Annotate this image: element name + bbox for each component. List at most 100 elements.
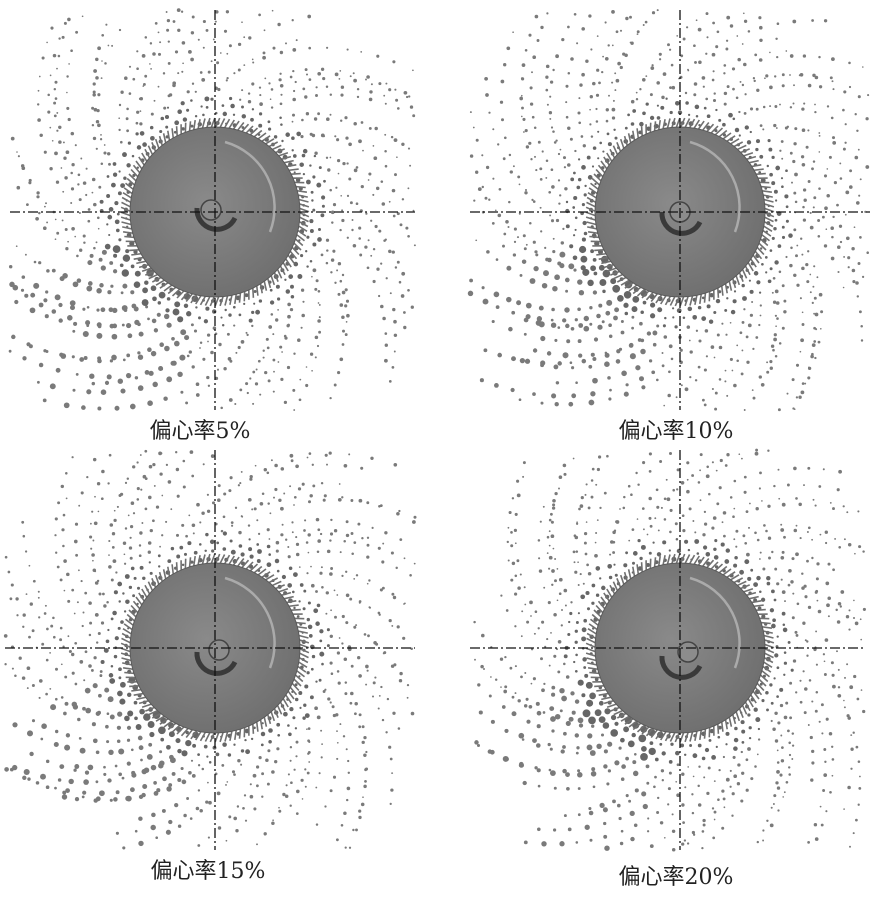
droplet (539, 306, 544, 311)
droplet (607, 376, 611, 380)
droplet (304, 768, 306, 770)
droplet (672, 830, 675, 833)
droplet (295, 698, 299, 702)
droplet (596, 69, 599, 72)
droplet (819, 135, 821, 137)
droplet (741, 349, 743, 351)
droplet (549, 665, 551, 667)
droplet (136, 461, 138, 463)
droplet (395, 266, 397, 268)
droplet (65, 247, 68, 250)
droplet (628, 741, 635, 748)
droplet (295, 81, 297, 83)
droplet (70, 172, 73, 175)
droplet (818, 56, 820, 58)
droplet (316, 518, 320, 522)
droplet (481, 634, 485, 638)
droplet (360, 51, 362, 53)
droplet (330, 635, 333, 638)
droplet (73, 322, 77, 326)
droplet (192, 16, 195, 19)
droplet (71, 187, 74, 190)
droplet (94, 521, 98, 525)
droplet (848, 629, 850, 631)
droplet (306, 728, 308, 730)
droplet (597, 131, 599, 133)
droplet (347, 237, 349, 239)
droplet (65, 702, 69, 706)
droplet (807, 841, 810, 844)
droplet (295, 755, 297, 757)
droplet (513, 253, 516, 256)
droplet (123, 177, 126, 180)
droplet (114, 201, 118, 205)
droplet (159, 750, 162, 753)
droplet (857, 510, 859, 512)
droplet (227, 333, 230, 336)
droplet (117, 582, 122, 587)
droplet (798, 396, 801, 399)
droplet (783, 310, 786, 313)
droplet (498, 214, 502, 218)
droplet (844, 706, 846, 708)
droplet (779, 150, 781, 152)
droplet (592, 584, 596, 588)
droplet (172, 772, 176, 776)
droplet (557, 568, 559, 570)
droplet (517, 494, 521, 498)
droplet (474, 740, 478, 744)
droplet (241, 340, 245, 344)
droplet (857, 295, 859, 297)
droplet (297, 615, 300, 618)
droplet (846, 663, 848, 665)
droplet (535, 169, 537, 171)
droplet (67, 600, 70, 603)
droplet (50, 625, 53, 628)
droplet (289, 707, 293, 711)
droplet (782, 590, 786, 594)
droplet (305, 713, 310, 718)
droplet (237, 805, 239, 807)
droplet (191, 323, 194, 326)
droplet (292, 149, 294, 151)
droplet (231, 521, 234, 524)
droplet (713, 70, 715, 72)
droplet (553, 548, 555, 550)
droplet (270, 98, 272, 100)
droplet (71, 227, 75, 231)
droplet (108, 750, 113, 755)
droplet (104, 62, 107, 65)
droplet (684, 754, 686, 756)
droplet (672, 489, 675, 492)
droplet (521, 77, 523, 79)
droplet (338, 293, 341, 296)
droplet (233, 817, 237, 821)
droplet (818, 187, 821, 190)
droplet (647, 534, 649, 536)
droplet (161, 117, 165, 121)
droplet (222, 104, 225, 107)
droplet (44, 206, 46, 208)
droplet (280, 102, 283, 105)
droplet (56, 181, 59, 184)
droplet (353, 122, 357, 126)
droplet (767, 450, 769, 452)
droplet (389, 619, 392, 622)
droplet (140, 454, 142, 456)
droplet (55, 219, 57, 221)
droplet (692, 812, 694, 814)
droplet (757, 754, 759, 756)
droplet (524, 672, 526, 674)
droplet (649, 359, 652, 362)
droplet (832, 136, 835, 139)
droplet (694, 82, 698, 86)
droplet (591, 135, 593, 137)
droplet (394, 173, 397, 176)
droplet (358, 810, 361, 813)
droplet (618, 817, 621, 820)
droplet (142, 287, 148, 293)
droplet (485, 197, 488, 200)
droplet (52, 269, 56, 273)
droplet (54, 81, 57, 84)
droplet (83, 331, 89, 337)
